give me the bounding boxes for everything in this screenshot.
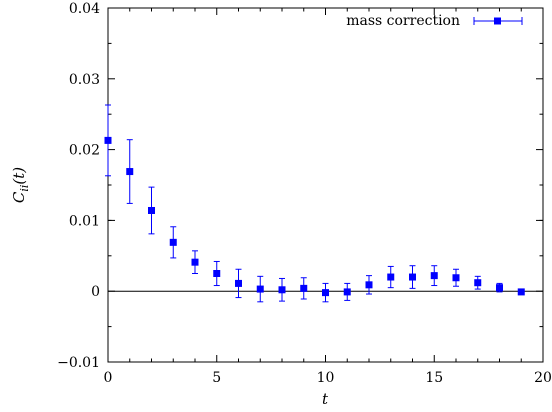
y-tick-label: −0.01 — [57, 355, 100, 371]
y-axis-title-subscript: ii — [18, 185, 31, 192]
data-point — [452, 274, 460, 282]
data-point — [322, 289, 329, 297]
plot-frame — [107, 7, 544, 363]
legend-label: mass correction — [346, 13, 460, 29]
data-point — [300, 284, 308, 292]
data-point — [278, 286, 286, 294]
data-point — [409, 273, 416, 281]
data-series-mass-correction — [104, 104, 525, 303]
legend-marker — [494, 17, 501, 25]
data-point — [365, 281, 373, 289]
data-point — [256, 285, 264, 293]
data-point — [191, 258, 199, 266]
data-point — [126, 168, 134, 176]
legend: mass correction — [346, 13, 523, 29]
x-tick-label: 20 — [534, 370, 552, 386]
y-tick-label: 0.04 — [69, 1, 100, 17]
data-point — [474, 279, 482, 287]
x-tick-label: 15 — [425, 370, 443, 386]
y-tick-label: 0.01 — [69, 213, 100, 229]
y-tick-label: 0 — [91, 284, 100, 300]
data-point — [213, 270, 221, 277]
x-tick-label: 0 — [104, 370, 113, 386]
data-point — [517, 288, 525, 296]
y-tick-label: 0.03 — [69, 72, 100, 88]
x-axis-ticks: 0 5 10 15 20 — [104, 8, 552, 386]
x-tick-label: 10 — [317, 370, 335, 386]
data-point — [104, 136, 112, 144]
data-point — [496, 284, 503, 292]
y-axis-title-arg: (t) — [10, 167, 28, 185]
data-point — [148, 206, 155, 214]
data-point — [343, 288, 351, 296]
data-point — [387, 273, 395, 281]
y-axis-title-main: C — [10, 191, 28, 203]
x-axis-title: t — [322, 390, 329, 408]
x-tick-label: 5 — [212, 370, 221, 386]
data-point — [430, 272, 438, 280]
data-point — [169, 238, 177, 246]
y-axis-ticks: −0.01 0 0.01 0.02 0.03 0.04 — [57, 1, 543, 371]
data-point — [235, 279, 242, 287]
y-tick-label: 0.02 — [69, 143, 100, 159]
y-axis-title: Cii(t) — [10, 167, 31, 203]
